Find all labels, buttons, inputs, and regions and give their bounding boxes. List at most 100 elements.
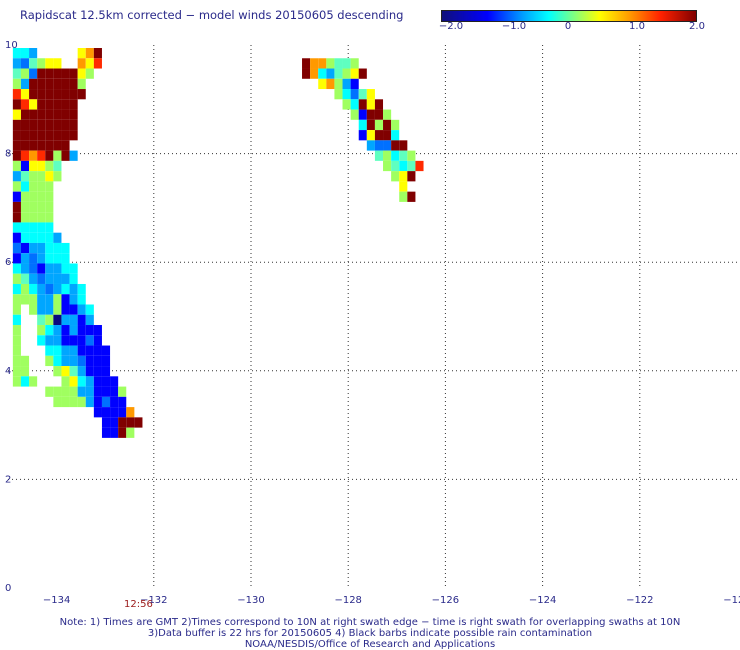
swath-pixel	[61, 130, 70, 141]
swath-pixel	[383, 119, 392, 131]
swath-pixel	[334, 58, 343, 69]
swath-pixel	[45, 130, 54, 141]
swath-pixel	[45, 89, 54, 100]
swath-pixel	[77, 396, 86, 408]
swath-pixel	[37, 68, 46, 79]
lon-tick-label: −128	[334, 595, 361, 606]
swath-pixel	[53, 130, 62, 141]
swath-pixel	[12, 48, 21, 59]
swath-pixel	[85, 58, 94, 69]
swath-pixel	[53, 386, 62, 397]
swath-pixel	[53, 89, 62, 100]
swath-pixel	[383, 150, 392, 161]
swath-pixel	[302, 58, 311, 69]
swath-pixel	[29, 99, 38, 110]
swath-pixel	[399, 160, 408, 172]
swath-pixel	[12, 78, 21, 90]
swath-pixel	[53, 273, 62, 284]
swath-pixel	[61, 263, 70, 274]
swath-pixel	[334, 78, 343, 90]
swath-pixel	[29, 109, 38, 120]
swath-pixel	[53, 396, 62, 408]
swath-pixel	[69, 314, 78, 326]
swath-pixel	[61, 345, 70, 356]
swath-pixel	[334, 89, 343, 100]
swath-pixel	[37, 325, 46, 336]
swath-pixel	[350, 109, 359, 120]
swath-pixel	[358, 130, 367, 141]
swath-pixel	[37, 99, 46, 110]
swath-pixel	[399, 150, 408, 161]
swath-pixel	[374, 150, 384, 161]
swath-pixel	[45, 355, 54, 367]
swath-pixel	[93, 407, 102, 418]
swath-pixel	[29, 212, 38, 223]
legend-label-zero: 0	[564, 21, 572, 32]
swath-pixel	[37, 201, 46, 213]
swath-pixel	[12, 119, 21, 131]
swath-pixel	[126, 427, 135, 438]
swath-pixel	[29, 68, 38, 79]
swath-pixel	[69, 304, 78, 315]
swath-pixel	[12, 140, 21, 151]
swath-pixel	[69, 396, 78, 408]
swath-pixel	[374, 99, 384, 110]
swath-pixel	[45, 181, 54, 192]
swath-pixel	[29, 242, 38, 254]
swath-pixel	[374, 130, 384, 141]
swath-pixel	[45, 263, 54, 274]
swath-pixel	[69, 345, 78, 356]
swath-pixel	[37, 119, 46, 131]
swath-pixel	[61, 335, 70, 346]
swath-pixel	[45, 150, 54, 161]
swath-pixel	[85, 325, 94, 336]
swath-pixel	[37, 140, 46, 151]
swath-pixel	[77, 386, 86, 397]
swath-pixel	[85, 314, 94, 326]
swath-pixel	[85, 355, 94, 367]
note-line-2: 3)Data buffer is 22 hrs for 20150605 4) …	[147, 628, 593, 639]
swath-pixel	[77, 68, 86, 79]
swath-pixel	[350, 68, 359, 79]
swath-pixel	[20, 150, 30, 161]
lat-tick-label: 6	[5, 257, 11, 268]
legend-label-neg1: −1.0	[501, 21, 527, 32]
swath-pixel	[12, 109, 21, 120]
swath-pixel	[29, 171, 38, 182]
swath-pixel	[110, 386, 119, 397]
swath-pixel	[29, 140, 38, 151]
swath-pixel	[101, 396, 111, 408]
swath-pixel	[37, 253, 46, 264]
swath-pixel	[61, 396, 70, 408]
swath-pixel	[342, 78, 351, 90]
swath-pixel	[45, 242, 54, 254]
swath-pixel	[407, 191, 416, 202]
swath-pixel	[37, 109, 46, 120]
swath-pixel	[61, 68, 70, 79]
swath-pixel	[69, 89, 78, 100]
swath-pixel	[85, 345, 94, 356]
swath-pixel	[407, 150, 416, 161]
swath-pixel	[118, 427, 127, 438]
swath-pixel	[20, 376, 30, 387]
swath-pixel	[69, 78, 78, 90]
swath-pixel	[110, 427, 119, 438]
swath-pixel	[326, 68, 335, 79]
swath-pixel	[37, 160, 46, 172]
note-line-3: NOAA/NESDIS/Office of Research and Appli…	[244, 639, 496, 650]
swath-pixel	[45, 68, 54, 79]
swath-pixel	[45, 273, 54, 284]
swath-pixel	[342, 68, 351, 79]
swath-pixel	[12, 99, 21, 110]
swath-pixel	[77, 283, 86, 295]
swath-pixel	[37, 294, 46, 305]
swath-pixel	[93, 366, 102, 377]
swath-pixel	[374, 119, 384, 131]
swath-pixel	[53, 119, 62, 131]
swath-pixel	[53, 335, 62, 346]
swath-pixel	[61, 376, 70, 387]
swath-pixel	[61, 273, 70, 284]
swath-pixel	[20, 355, 30, 367]
swath-pixel	[391, 119, 400, 131]
swath-pixel	[101, 386, 111, 397]
